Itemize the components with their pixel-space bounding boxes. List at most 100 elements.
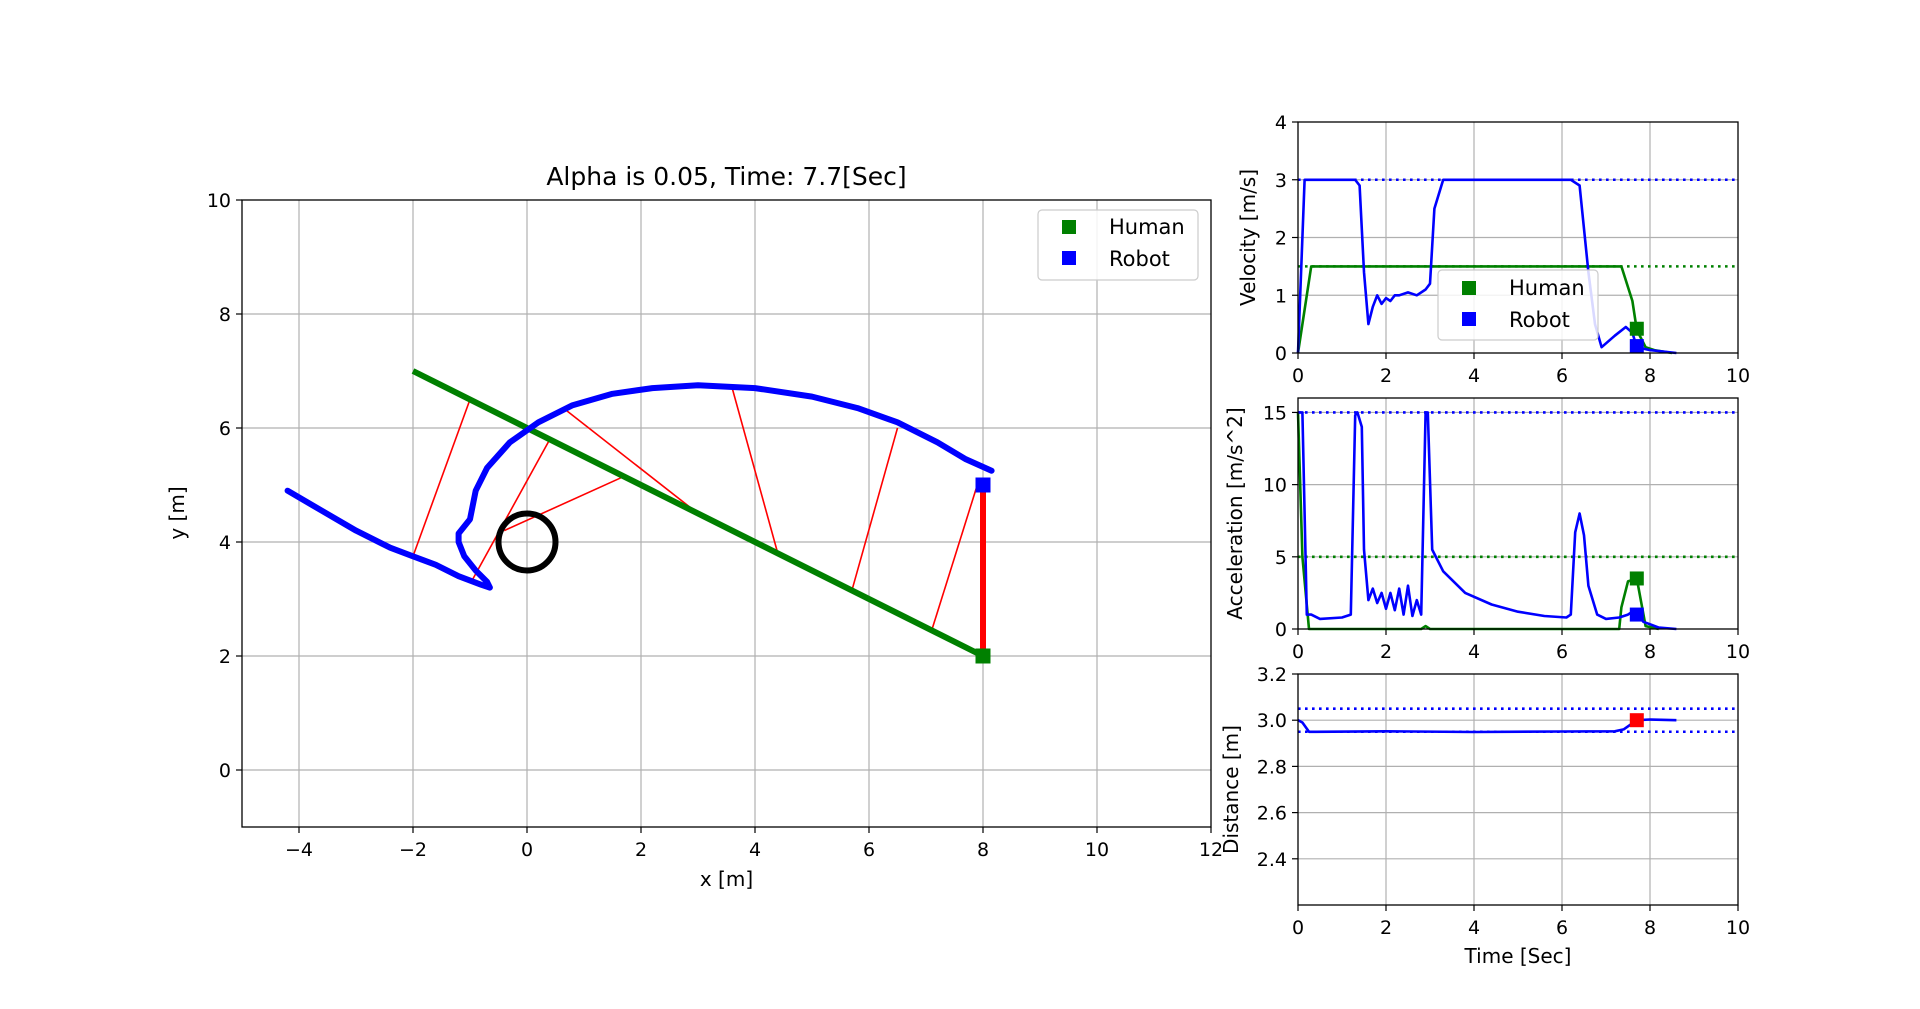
acceleration-tick-label-x: 10 [1726, 641, 1750, 663]
velocity-tick-label-x: 6 [1556, 365, 1568, 387]
acceleration-frame [1297, 397, 1739, 630]
trajectory-tick-label-y: 0 [219, 760, 231, 782]
velocity-tick-label-y: 2 [1275, 228, 1287, 250]
trajectory-tick-label-y: 6 [219, 418, 231, 440]
human-path [411, 368, 985, 659]
trajectory-tick-label-x: 8 [977, 839, 989, 861]
trajectory-x-label: x [m] [700, 867, 753, 891]
trajectory-y-label: y [m] [165, 486, 189, 539]
distance-frame [1297, 673, 1739, 906]
velocity-tick-label-y: 4 [1275, 112, 1287, 134]
trajectory-plot: −4 −2 0 2 4 6 8 10 12 0 2 4 6 8 10 Alpha is 0.05, Time… [165, 162, 1223, 891]
trajectory-frame [241, 199, 1212, 828]
robot-position-marker [975, 477, 991, 493]
acceleration-current-marker [1629, 607, 1644, 622]
link-line [731, 387, 779, 554]
acceleration-tick-label-y: 5 [1275, 547, 1287, 569]
acceleration-y-label: Acceleration [m/s^2] [1223, 407, 1247, 619]
velocity-tick-label-x: 10 [1726, 365, 1750, 387]
legend-human-marker [1062, 220, 1076, 234]
acceleration-tick-label-y: 0 [1275, 619, 1287, 641]
distance-y-label: Distance [m] [1219, 725, 1243, 854]
velocity-tick-label-x: 0 [1292, 365, 1304, 387]
velocity-tick-label-x: 4 [1468, 365, 1480, 387]
vel-legend-human-label: Human [1509, 276, 1585, 300]
distance-tick-label-x: 10 [1726, 917, 1750, 939]
velocity-series-line [1296, 178, 1677, 355]
link-line [930, 484, 979, 631]
velocity-current-marker [1629, 339, 1644, 354]
trajectory-tick-label-y: 10 [207, 190, 231, 212]
trajectory-tick-label-x: 12 [1199, 839, 1223, 861]
link-line [472, 439, 551, 580]
distance-x-label: Time [Sec] [1464, 944, 1572, 968]
velocity-tick-label-y: 0 [1275, 343, 1287, 365]
obstacle-circle [495, 510, 559, 574]
trajectory-tick-label-x: −2 [399, 839, 427, 861]
trajectory-tick-label-x: 0 [521, 839, 533, 861]
acceleration-tick-label-x: 0 [1292, 641, 1304, 663]
distance-plot: 0 2 4 6 8 10 2.4 2.6 2.8 3.0 3.2 Distance [m] Time… [1219, 664, 1750, 968]
velocity-legend-box [1437, 269, 1599, 341]
human-position-marker [975, 648, 991, 664]
velocity-plot: 0 2 4 6 8 10 0 1 2 3 4 Velocity [m/s] Human Robot [1236, 112, 1750, 387]
trajectory-tick-label-x: 10 [1085, 839, 1109, 861]
velocity-legend: Human Robot [1437, 269, 1599, 341]
velocity-tick-label-y: 1 [1275, 285, 1287, 307]
distance-grid [1298, 674, 1738, 905]
acceleration-tick-label-y: 15 [1263, 402, 1287, 424]
acceleration-ticks: 0 2 4 6 8 10 0 5 10 15 [1263, 402, 1750, 663]
velocity-tick-label-y: 3 [1275, 170, 1287, 192]
trajectory-ticks: −4 −2 0 2 4 6 8 10 12 0 2 4 6 8 10 [207, 190, 1223, 861]
distance-tick-label-y: 2.8 [1257, 756, 1287, 778]
trajectory-title: Alpha is 0.05, Time: 7.7[Sec] [546, 162, 906, 191]
link-line [503, 475, 625, 532]
distance-tick-label-x: 6 [1556, 917, 1568, 939]
acceleration-current-marker [1629, 571, 1644, 586]
acceleration-tick-label-x: 8 [1644, 641, 1656, 663]
trajectory-legend: Human Robot [1037, 209, 1199, 281]
acceleration-plot: 0 2 4 6 8 10 0 5 10 15 Acceleration [m/s^2] [1223, 397, 1750, 663]
trajectory-legend-box [1037, 209, 1199, 281]
distance-tick-label-y: 3.0 [1257, 710, 1287, 732]
distance-tick-label-y: 3.2 [1257, 664, 1287, 686]
trajectory-marks [284, 368, 995, 664]
velocity-y-label: Velocity [m/s] [1236, 169, 1260, 306]
distance-tick-label-y: 2.6 [1257, 803, 1287, 825]
distance-marks [1297, 707, 1738, 734]
robot-path [284, 382, 995, 591]
velocity-tick-label-x: 2 [1380, 365, 1392, 387]
trajectory-tick-label-y: 4 [219, 532, 231, 554]
velocity-current-marker [1629, 321, 1644, 336]
vel-legend-human-marker [1462, 281, 1476, 295]
distance-tick-label-x: 0 [1292, 917, 1304, 939]
velocity-marks [1296, 178, 1738, 355]
acceleration-tick-label-x: 6 [1556, 641, 1568, 663]
distance-tick-label-x: 8 [1644, 917, 1656, 939]
distance-ticks: 0 2 4 6 8 10 2.4 2.6 2.8 3.0 3.2 [1257, 664, 1750, 939]
legend-human-label: Human [1109, 215, 1185, 239]
distance-tick-label-x: 2 [1380, 917, 1392, 939]
legend-robot-marker [1062, 251, 1076, 265]
link-line [566, 410, 699, 515]
trajectory-tick-label-x: 2 [635, 839, 647, 861]
link-line [412, 399, 471, 557]
trajectory-tick-label-y: 2 [219, 646, 231, 668]
link-line [851, 427, 899, 591]
legend-robot-label: Robot [1109, 247, 1170, 271]
distance-tick-label-y: 2.4 [1257, 849, 1287, 871]
distance-current-marker [1629, 713, 1644, 728]
vel-legend-robot-label: Robot [1509, 308, 1570, 332]
acceleration-tick-label-x: 2 [1380, 641, 1392, 663]
distance-tick-label-x: 4 [1468, 917, 1480, 939]
acceleration-tick-label-y: 10 [1263, 475, 1287, 497]
trajectory-tick-label-x: 6 [863, 839, 875, 861]
trajectory-tick-label-x: 4 [749, 839, 761, 861]
vel-legend-robot-marker [1462, 312, 1476, 326]
acceleration-grid [1298, 398, 1738, 629]
acceleration-series-line [1298, 411, 1677, 631]
acceleration-tick-label-x: 4 [1468, 641, 1480, 663]
trajectory-tick-label-x: −4 [285, 839, 313, 861]
velocity-ticks: 0 2 4 6 8 10 0 1 2 3 4 [1275, 112, 1750, 387]
